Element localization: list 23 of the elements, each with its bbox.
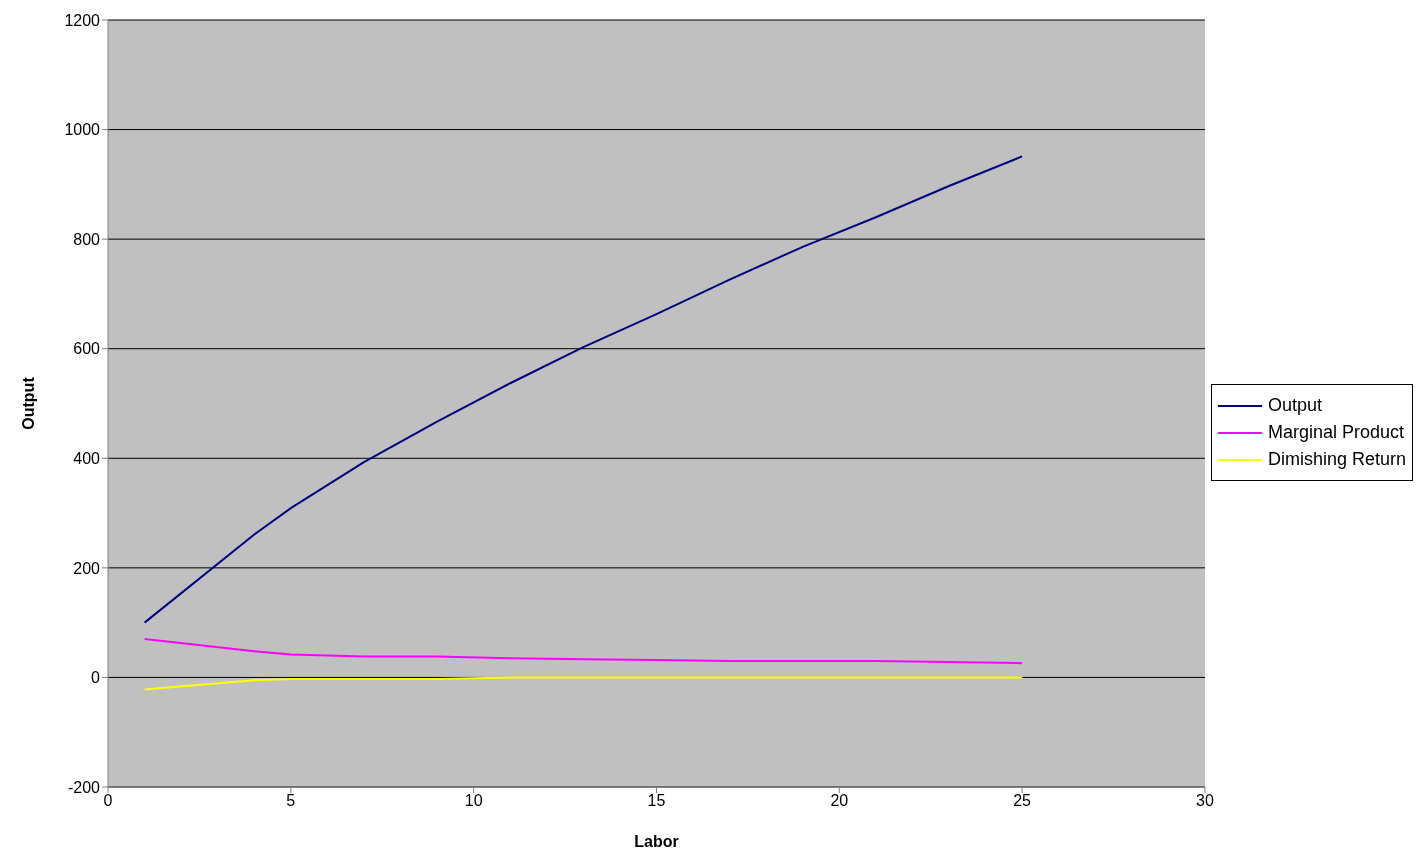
x-tick-label: 10 — [464, 792, 483, 810]
legend-label: Dimishing Return — [1267, 449, 1406, 470]
x-tick-label: 0 — [103, 792, 113, 810]
line-series — [143, 638, 1024, 665]
y-tick-label: -200 — [67, 778, 101, 796]
x-tick-label: 15 — [647, 792, 666, 810]
x-axis-title: Labor — [634, 833, 679, 850]
legend-label: Output — [1267, 395, 1322, 416]
x-tick-label: 5 — [286, 792, 296, 810]
y-tick-label: 800 — [73, 230, 101, 248]
legend-label: Marginal Product — [1267, 422, 1405, 443]
y-tick-label: 1200 — [64, 11, 101, 29]
line-series — [143, 676, 1024, 691]
y-tick-label: 1000 — [64, 121, 101, 139]
y-tick-label: 600 — [73, 340, 101, 358]
line-series — [143, 155, 1024, 624]
y-tick-label: 200 — [73, 559, 101, 577]
x-tick-label: 25 — [1013, 792, 1032, 810]
x-tick-label: 20 — [830, 792, 849, 810]
x-tick-label: 30 — [1196, 792, 1214, 810]
y-tick-label: 0 — [91, 669, 101, 687]
y-axis-title: Output — [19, 376, 37, 430]
y-tick-label: 400 — [73, 449, 101, 467]
